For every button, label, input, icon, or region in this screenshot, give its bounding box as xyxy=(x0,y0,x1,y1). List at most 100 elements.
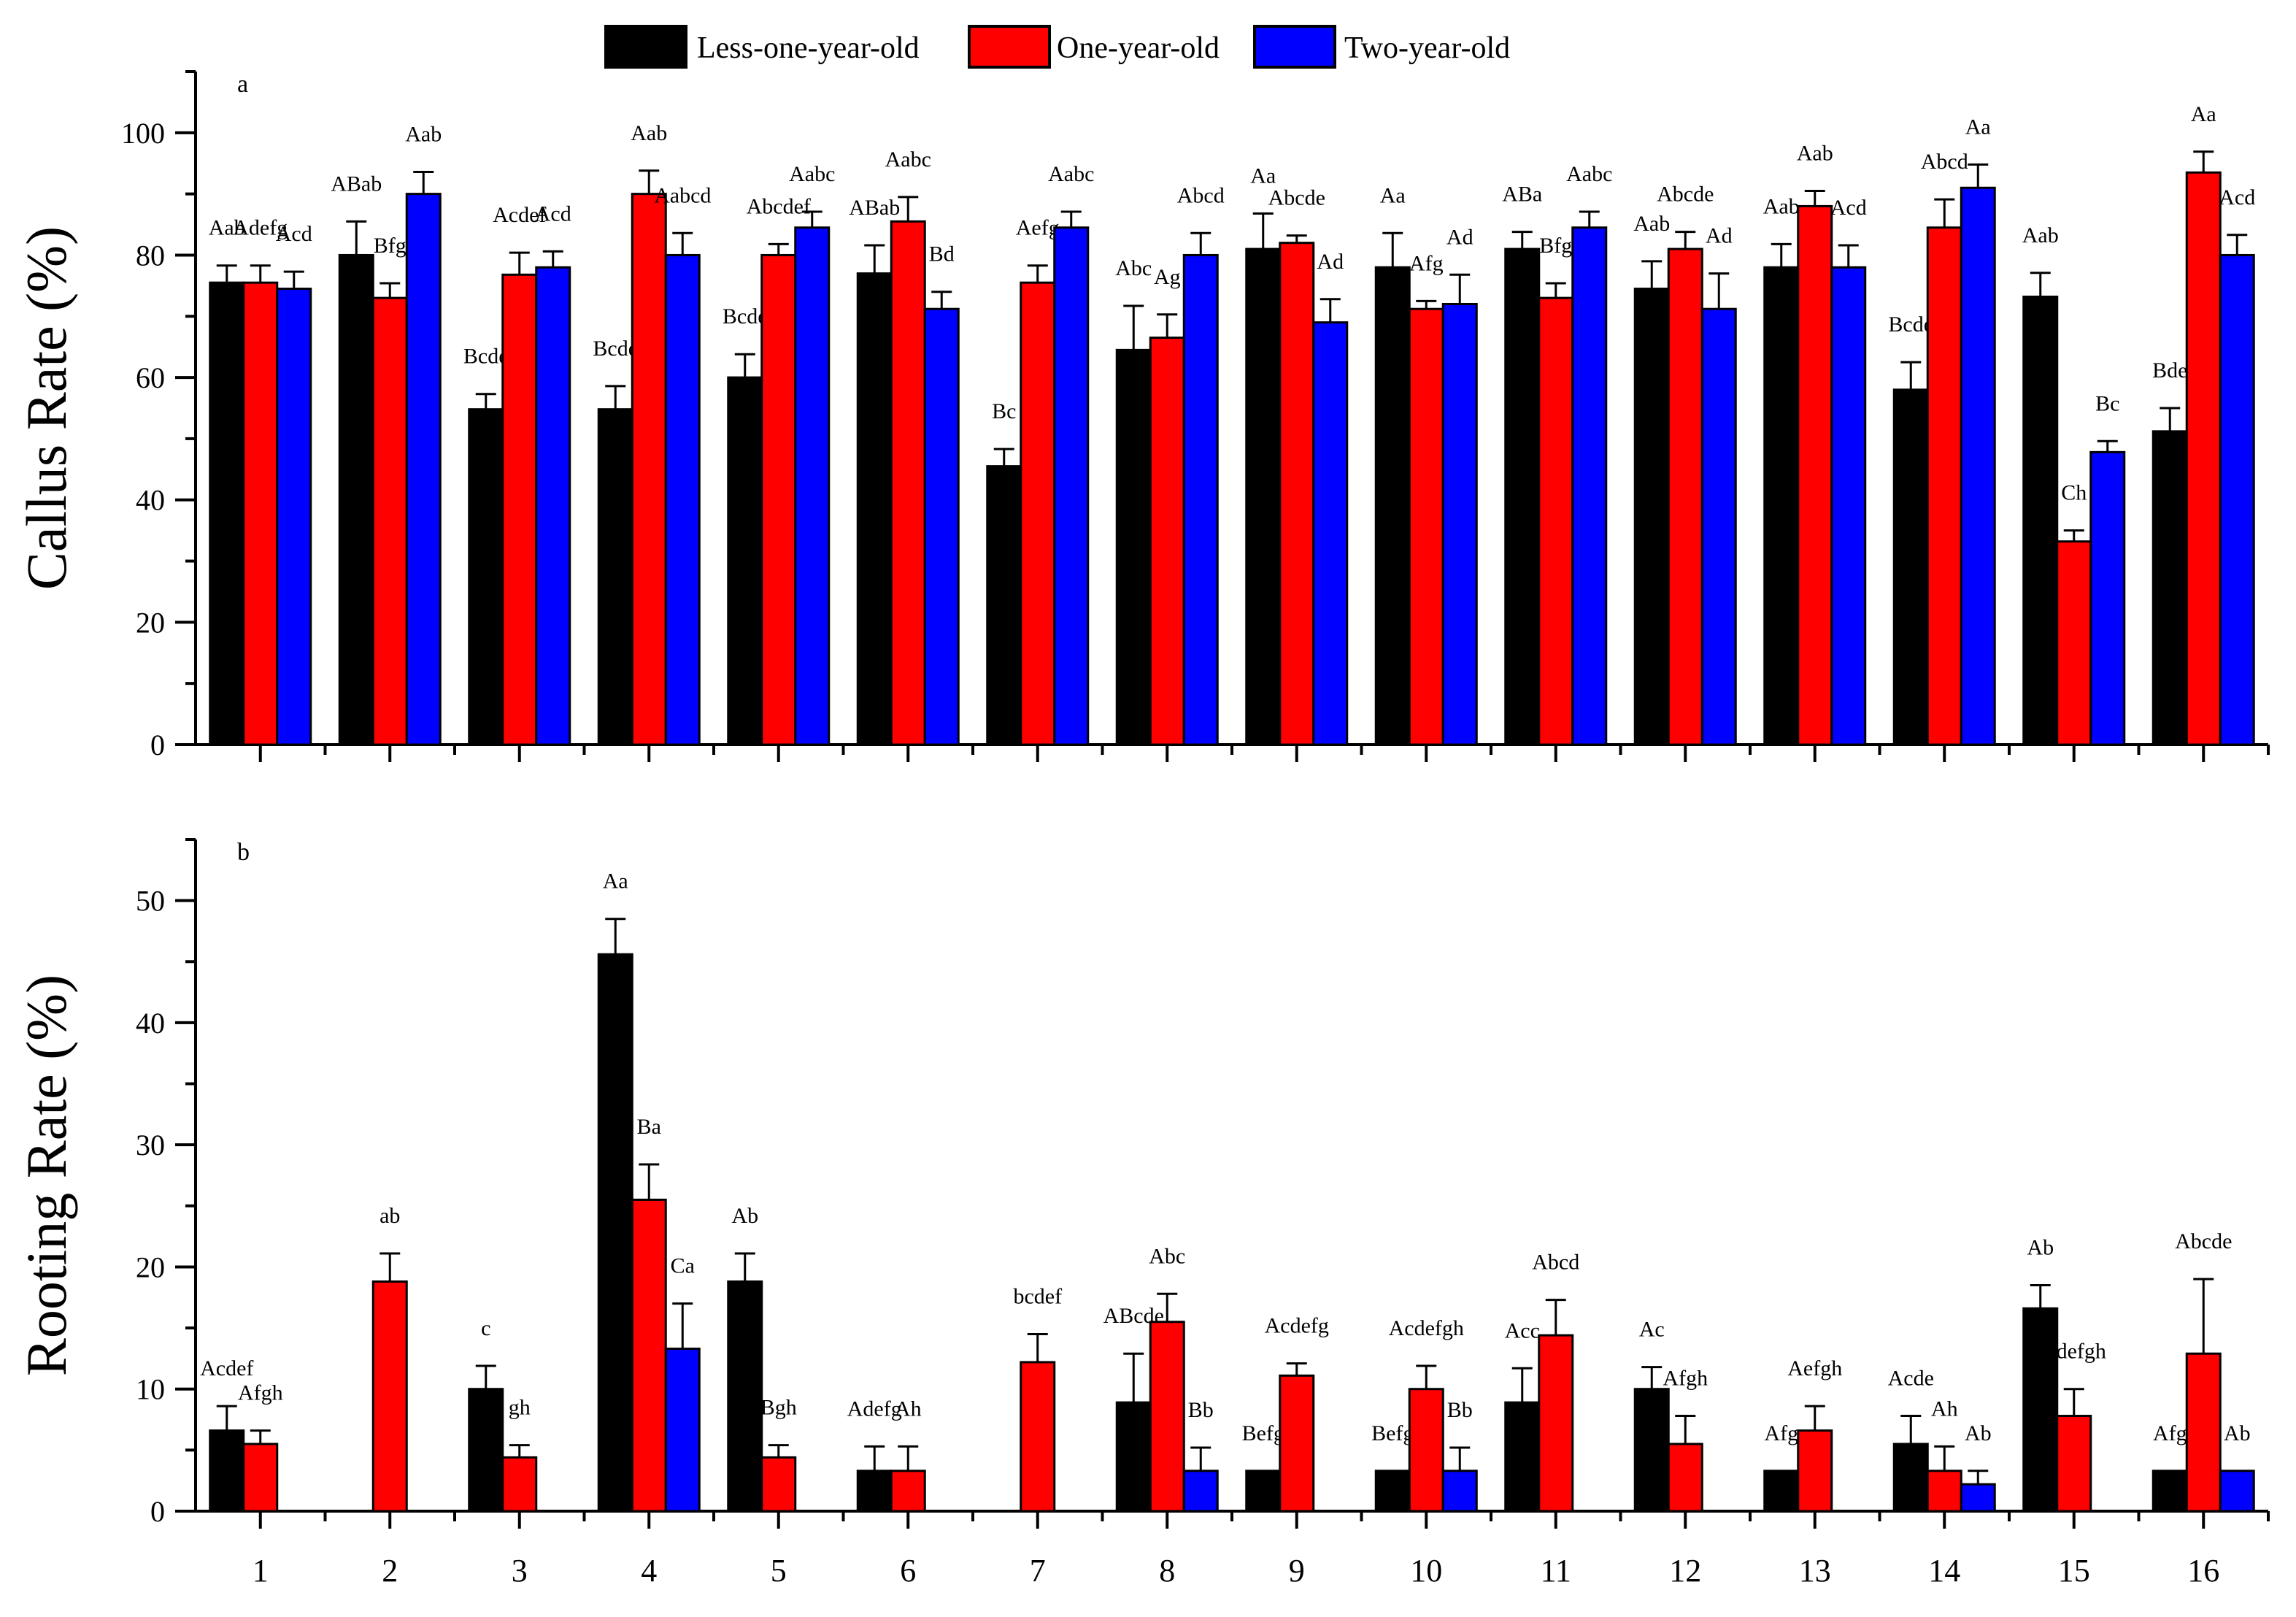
x-tick-label: 15 xyxy=(2058,1553,2090,1589)
bar-a-s1-c4-10 xyxy=(1374,266,1411,746)
significance-label: ab xyxy=(380,1204,400,1228)
bar-a-s2-c4-14 xyxy=(1926,226,1962,746)
bar-a-s2-c4-11 xyxy=(1538,296,1574,746)
x-tick-label: 9 xyxy=(1289,1553,1305,1589)
y-axis-title: Rooting Rate (%) xyxy=(15,975,78,1376)
bar-a-s1-c4-5 xyxy=(727,376,763,746)
significance-label: Abcd xyxy=(1532,1251,1579,1275)
bar-a-s1-c4-12 xyxy=(1633,288,1670,746)
bar-a-s3-c4-8 xyxy=(1182,253,1219,746)
bar-b-s1-c4-14 xyxy=(1892,1443,1929,1513)
bar-a-s1-c3-4 xyxy=(597,408,633,746)
bar-b-s1-c4-16 xyxy=(2151,1470,2188,1513)
significance-label: Bb xyxy=(1447,1398,1473,1422)
significance-label: Aa xyxy=(603,869,628,894)
bar-b-s2-c4-10 xyxy=(1408,1388,1444,1513)
significance-label: Ah xyxy=(1931,1397,1958,1421)
bar-b-s3-c3-4 xyxy=(664,1348,701,1513)
significance-label: Bcde xyxy=(463,345,509,369)
panel-label: a xyxy=(237,71,248,98)
bar-b-s3-c4-8 xyxy=(1182,1470,1219,1513)
significance-label: Aabcd xyxy=(654,183,711,207)
significance-label: Abc xyxy=(1149,1244,1185,1268)
significance-label: Acdefg xyxy=(1265,1314,1329,1338)
significance-label: Aabc xyxy=(789,162,835,186)
bar-a-s1-c4-16 xyxy=(2151,430,2188,746)
bar-a-s3-c4-5 xyxy=(794,226,831,746)
significance-label: Bc xyxy=(992,399,1016,423)
bar-b-s3-c4-16 xyxy=(2219,1470,2255,1513)
significance-label: Abc xyxy=(1115,256,1152,280)
bar-a-s3-c4-6 xyxy=(923,307,960,746)
bar-b-s2-c4-13 xyxy=(1797,1429,1833,1513)
significance-label: Aefg xyxy=(1016,216,1060,240)
significance-label: bcdef xyxy=(1013,1284,1062,1308)
significance-label: Acd xyxy=(535,201,571,226)
x-tick-label: 12 xyxy=(1669,1553,1701,1589)
bar-b-s1-c4-10 xyxy=(1374,1470,1411,1513)
significance-label: Aefgh xyxy=(1787,1356,1842,1380)
significance-label: Abcd xyxy=(1921,150,1968,174)
bar-a-s1-c4-8 xyxy=(1115,348,1152,746)
legend-label-3: Two-year-old xyxy=(1344,31,1510,65)
significance-label: Bcde xyxy=(593,337,638,361)
significance-label: Bd xyxy=(929,242,955,266)
significance-label: Acd xyxy=(276,222,312,246)
significance-label: Abcde xyxy=(1657,183,1714,207)
x-tick-label: 2 xyxy=(382,1553,398,1589)
significance-label: Ad xyxy=(1317,250,1344,274)
x-tick-label: 3 xyxy=(512,1553,528,1589)
panel-label: b xyxy=(237,839,250,866)
bar-a-s2-c4-12 xyxy=(1667,247,1703,746)
bar-a-s3-c4-9 xyxy=(1312,321,1349,746)
bar-a-s2-c3-1 xyxy=(242,281,279,746)
y-tick-label: 80 xyxy=(136,239,165,272)
significance-label: Aab xyxy=(1633,212,1670,236)
bar-b-s3-c4-14 xyxy=(1960,1483,1996,1513)
significance-label: Ag xyxy=(1154,265,1181,289)
significance-label: Afg xyxy=(1409,251,1444,275)
significance-label: Aa xyxy=(1965,115,1991,139)
significance-label: Acde xyxy=(1888,1367,1934,1391)
bar-a-s1-c4-15 xyxy=(2022,295,2059,746)
x-tick-label: 13 xyxy=(1799,1553,1831,1589)
y-tick-label: 0 xyxy=(150,1495,165,1528)
bar-a-s1-c4-6 xyxy=(856,272,893,746)
x-tick-label: 4 xyxy=(641,1553,657,1589)
bar-a-s3-c4-14 xyxy=(1960,186,1996,746)
bar-b-s2-c4-9 xyxy=(1279,1374,1315,1513)
significance-label: Aab xyxy=(2022,223,2059,247)
bar-b-s1-c4-15 xyxy=(2022,1307,2059,1513)
significance-label: ABab xyxy=(849,196,900,220)
significance-label: Abcde xyxy=(1268,186,1325,210)
bar-a-s3-c4-13 xyxy=(1830,266,1867,746)
bar-a-s2-c4-7 xyxy=(1020,281,1056,746)
bar-a-s2-c4-5 xyxy=(760,253,797,746)
significance-label: ABab xyxy=(331,172,382,196)
legend-swatch-2 xyxy=(968,25,1051,69)
significance-label: Aab xyxy=(1797,141,1833,165)
significance-label: Ac xyxy=(1639,1318,1665,1342)
bar-b-s2-c4-5 xyxy=(760,1456,797,1513)
bar-b-s1-c3-4 xyxy=(597,953,633,1513)
bar-b-s2-c4-8 xyxy=(1149,1321,1185,1513)
bar-a-s3-c3-2 xyxy=(405,193,442,746)
significance-label: Bde xyxy=(2152,358,2187,383)
significance-label: Acd xyxy=(2219,185,2255,210)
significance-label: Acd xyxy=(1830,196,1867,220)
y-tick-label: 40 xyxy=(136,484,165,517)
significance-label: Bb xyxy=(1188,1398,1214,1422)
significance-label: Ch xyxy=(2061,481,2087,505)
bar-a-s1-c3-3 xyxy=(468,408,504,746)
bar-a-s2-c4-10 xyxy=(1408,307,1444,746)
significance-label: Ab xyxy=(2224,1421,2251,1445)
bar-a-s3-c4-10 xyxy=(1441,303,1478,746)
bar-b-s2-c3-1 xyxy=(242,1443,279,1513)
bar-b-s1-c4-11 xyxy=(1504,1401,1541,1513)
significance-label: Afg xyxy=(1764,1421,1798,1445)
bar-a-s2-c4-15 xyxy=(2056,540,2092,746)
bar-b-s1-c4-8 xyxy=(1115,1401,1152,1513)
significance-label: Abcdef xyxy=(747,194,811,218)
y-tick-label: 40 xyxy=(136,1007,165,1040)
y-tick-label: 10 xyxy=(136,1373,165,1406)
